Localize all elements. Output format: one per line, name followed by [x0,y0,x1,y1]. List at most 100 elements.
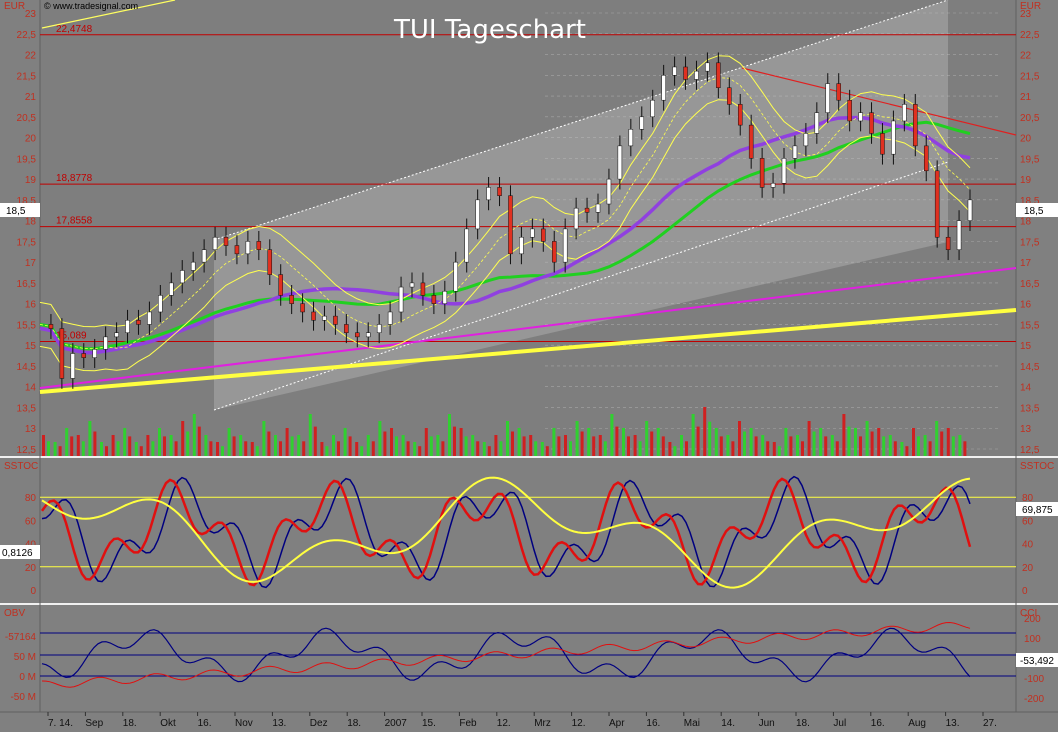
candle-body [508,195,513,255]
volume-bar [186,431,190,456]
y-tick-left: 20,5 [17,113,37,124]
y-tick-left: 13 [25,424,37,435]
x-tick-label: Okt [160,718,176,729]
volume-bar [731,441,735,456]
volume-bar [650,431,654,456]
volume-bar [123,428,127,456]
y-tick-left: 19 [25,175,37,186]
candle-body [70,353,76,379]
candle-body [956,220,962,250]
y-tick-right: 17 [1020,258,1032,269]
cci-tick: -100 [1024,674,1044,685]
y-tick-right: 19,5 [1020,154,1040,165]
volume-bar [192,414,196,456]
volume-bar [169,435,173,456]
volume-bar [661,436,665,456]
volume-bar [506,421,509,456]
volume-bar [830,435,834,456]
level-label: 15,089 [56,330,87,341]
volume-bar [395,436,398,456]
y-tick-left: 14 [25,383,37,394]
obv-tick: -57164 [5,632,37,643]
volume-bar [181,421,185,456]
y-tick-left: 15 [25,341,37,352]
cci-tick: -200 [1024,694,1044,705]
volume-bar [668,442,672,456]
sstoc-d-line [40,477,972,587]
y-tick-left: 22,5 [17,30,37,41]
currency-left: EUR [4,1,25,12]
y-tick-right: 14 [1020,383,1032,394]
candle-body [628,129,634,147]
volume-bar [893,441,897,456]
volume-bar [598,435,602,456]
trend-channel [214,0,948,410]
volume-bar [511,431,514,456]
volume-bar [905,446,909,456]
volume-bar [320,442,324,456]
sstoc-tick-left: 80 [25,493,37,504]
y-tick-right: 16 [1020,300,1032,311]
candle-body [179,270,185,284]
y-tick-right: 16,5 [1020,279,1040,290]
volume-bar [383,431,387,456]
volume-bar [487,446,491,456]
current-price-right: 18,5 [1024,206,1044,217]
sstoc-current-badge [1016,502,1058,516]
x-tick-label: 18. [347,718,361,729]
volume-bar [348,436,352,456]
volume-bar [499,441,503,456]
volume-bar [726,435,730,456]
candle-body [256,241,262,250]
candle-body [322,315,327,321]
x-tick-label: 2007 [385,718,408,729]
volume-bar [557,436,561,456]
volume-bar [88,421,92,456]
candle-body [234,245,240,255]
volume-bar [888,435,892,456]
candle-body [770,182,776,188]
volume-bar [151,441,155,456]
volume-bar [847,426,851,456]
volume-bar [111,435,115,456]
volume-bar [749,428,753,456]
volume-bar [517,428,521,456]
y-tick-left: 17,5 [17,237,37,248]
x-tick-label: 16. [646,718,660,729]
ma-green [39,120,971,351]
candle-body [147,311,152,325]
volume-bar [761,435,765,456]
volume-bar [529,435,533,456]
volume-bar [946,428,950,456]
horizontal-levels: 22,4748 18,8778 17,8558 15,089 [40,24,1016,342]
volume-bar [754,436,758,456]
volume-bar [221,446,224,456]
obv-tick: -50 M [10,692,36,703]
candle-body [212,236,218,250]
volume-bar [302,441,306,456]
volume-bar [390,428,393,456]
x-tick-label: 14. [721,718,735,729]
volume-bar [743,431,746,456]
volume-bar [360,446,364,456]
volume-bar [645,421,649,456]
volume-bar [615,426,619,456]
volume-bar [128,436,132,456]
volume-bar [459,428,463,456]
level-label: 18,8778 [56,173,93,184]
volume-bar [494,435,498,456]
sstoc-tick-left: 20 [25,563,37,574]
y-tick-right: 13,5 [1020,403,1040,414]
candle-body [716,62,721,88]
volume-bar [70,436,74,456]
volume-bar [963,441,967,456]
y-tick-left: 17 [25,258,37,269]
volume-bar [482,442,486,456]
x-tick-label: 18. [796,718,810,729]
candle-body [913,104,918,147]
volume-bar [835,441,839,456]
current-price-badge-left [0,203,40,217]
bollinger-mid [39,77,971,350]
volume-bar [174,441,178,456]
